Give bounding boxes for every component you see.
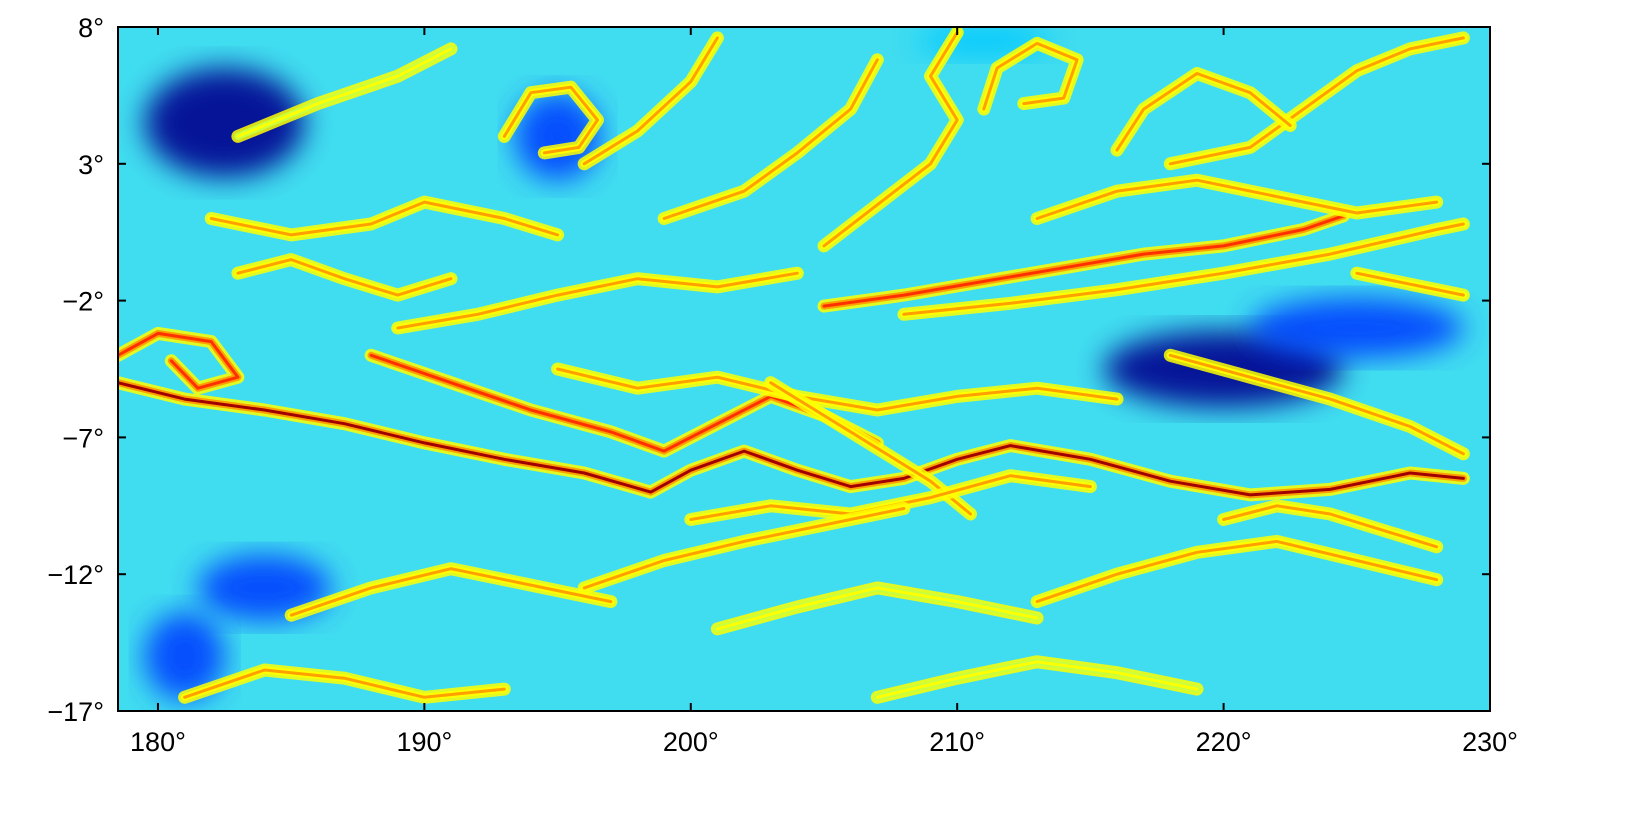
- filament-core: [1168, 36, 1465, 166]
- filament-core: [118, 331, 240, 390]
- y-axis: 8° 3° −2° −7° −12° −17°: [47, 13, 1490, 727]
- filament-core: [1035, 539, 1439, 604]
- x-axis: 180° 190° 200° 210° 220° 230°: [130, 27, 1518, 757]
- filament-core: [1355, 271, 1465, 297]
- y-tick-label: −2°: [62, 287, 104, 317]
- cold-region: [197, 555, 332, 621]
- x-tick-label: 210°: [929, 727, 985, 757]
- cold-region: [514, 92, 601, 181]
- filament-core: [822, 31, 959, 248]
- plot-area: [118, 27, 1490, 711]
- filament-core: [662, 58, 879, 220]
- filament-core: [556, 367, 1119, 412]
- cold-region: [144, 68, 305, 178]
- plot-frame: [117, 26, 1491, 712]
- x-tick-label: 200°: [663, 727, 719, 757]
- filament-core: [582, 36, 719, 166]
- filament-core: [236, 258, 453, 297]
- filament-core: [502, 85, 599, 155]
- cold-region: [144, 612, 225, 701]
- y-tick-label: 3°: [78, 150, 104, 180]
- y-tick-label: −17°: [47, 697, 104, 727]
- filament-core: [289, 567, 613, 617]
- filament-core: [1222, 504, 1439, 549]
- filament-core: [822, 214, 1345, 308]
- filament-core: [875, 660, 1199, 699]
- filament-core: [118, 381, 1465, 497]
- x-tick-label: 230°: [1462, 727, 1518, 757]
- x-tick-label: 190°: [396, 727, 452, 757]
- filament-core: [1168, 353, 1465, 456]
- filament-core: [396, 271, 799, 330]
- cold-region: [1250, 297, 1464, 359]
- x-tick-label: 180°: [130, 727, 186, 757]
- filament-core: [183, 668, 506, 699]
- filament-core: [236, 47, 453, 138]
- y-tick-label: −7°: [62, 423, 104, 453]
- filament-core: [1115, 72, 1292, 152]
- filament-core: [902, 222, 1465, 316]
- filament-core: [982, 41, 1079, 111]
- filament-core: [1035, 178, 1439, 220]
- filament-core: [582, 507, 906, 590]
- filament-core: [209, 200, 560, 237]
- y-tick-label: −12°: [47, 560, 104, 590]
- y-tick-label: 8°: [78, 13, 104, 43]
- x-tick-label: 220°: [1196, 727, 1252, 757]
- filament-core: [715, 586, 1039, 631]
